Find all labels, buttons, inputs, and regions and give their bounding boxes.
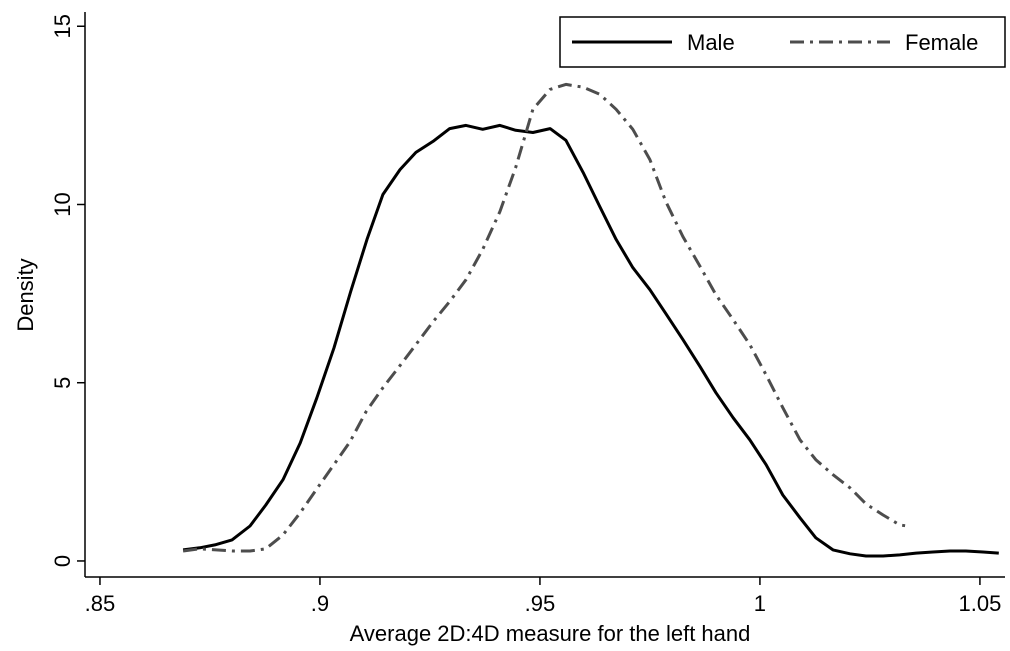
y-axis-label: Density [13,258,38,331]
x-tick-label: 1.05 [959,591,1002,616]
y-tick-label: 5 [50,377,75,389]
y-tick-label: 10 [50,192,75,216]
x-axis-label: Average 2D:4D measure for the left hand [350,621,751,646]
density-line [182,123,999,558]
legend-label: Female [905,30,978,55]
x-tick-label: .95 [525,591,556,616]
x-tick-label: .9 [311,591,329,616]
x-tick-label: 1 [754,591,766,616]
density-line [182,82,906,553]
y-tick-label: 0 [50,555,75,567]
y-tick-label: 15 [50,14,75,38]
x-tick-label: .85 [85,591,116,616]
legend-label: Male [687,30,735,55]
legend: Male Female [559,16,1006,68]
